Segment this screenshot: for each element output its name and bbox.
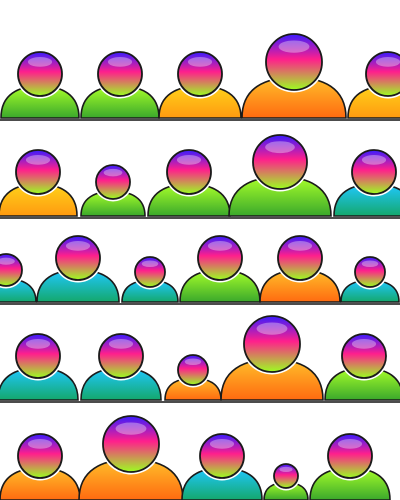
figure-row-4 xyxy=(0,313,400,401)
user-head xyxy=(277,235,323,281)
head-shine xyxy=(176,155,202,165)
user-icon xyxy=(259,233,341,303)
head-shine xyxy=(27,57,53,67)
head-shine xyxy=(265,141,295,154)
user-icon xyxy=(121,254,179,303)
head-shine xyxy=(107,57,133,67)
user-head xyxy=(0,253,23,287)
user-head xyxy=(351,149,397,195)
user-icon xyxy=(347,49,400,119)
user-icon xyxy=(179,233,261,303)
user-head xyxy=(166,149,212,195)
head-shine xyxy=(209,439,235,449)
head-shine xyxy=(184,358,202,366)
user-head xyxy=(55,235,101,281)
user-head xyxy=(17,433,63,479)
head-shine xyxy=(103,168,123,177)
head-shine xyxy=(0,257,15,265)
user-head xyxy=(273,463,299,489)
user-icon xyxy=(80,331,162,401)
head-shine xyxy=(115,422,147,435)
user-head xyxy=(327,433,373,479)
user-icon xyxy=(164,352,222,401)
user-head xyxy=(15,333,61,379)
head-shine xyxy=(287,241,313,251)
head-shine xyxy=(108,339,134,349)
user-figures xyxy=(0,31,400,500)
user-head xyxy=(134,256,166,288)
user-head xyxy=(17,51,63,97)
user-head xyxy=(97,51,143,97)
user-icon xyxy=(78,413,184,500)
head-shine xyxy=(27,439,53,449)
user-head xyxy=(243,315,301,373)
user-icon xyxy=(0,49,80,119)
user-head xyxy=(95,164,131,200)
user-icon xyxy=(158,49,242,119)
figure-row-1 xyxy=(0,31,400,119)
head-shine xyxy=(187,57,213,67)
user-icon xyxy=(324,331,400,401)
user-icon xyxy=(241,31,347,119)
user-head xyxy=(252,134,308,190)
head-shine xyxy=(278,40,310,53)
user-head xyxy=(265,33,323,91)
user-head xyxy=(354,256,386,288)
head-shine xyxy=(141,260,159,268)
user-icon xyxy=(181,431,263,500)
figure-row-2 xyxy=(0,132,400,217)
figure-row-3 xyxy=(0,233,400,303)
user-head xyxy=(102,415,160,473)
user-head xyxy=(197,235,243,281)
user-icon xyxy=(0,251,37,303)
head-shine xyxy=(375,57,400,67)
user-icon xyxy=(333,147,400,217)
head-shine xyxy=(361,260,379,268)
user-icon xyxy=(0,147,78,217)
figure-row-5 xyxy=(0,413,391,500)
user-icon xyxy=(36,233,120,303)
user-icon xyxy=(220,313,324,401)
user-head xyxy=(98,333,144,379)
user-head xyxy=(177,51,223,97)
user-icon xyxy=(80,49,160,119)
user-head xyxy=(365,51,400,97)
user-icon xyxy=(0,331,79,401)
user-icon xyxy=(147,147,231,217)
user-icon xyxy=(263,461,309,500)
user-icon xyxy=(309,431,391,500)
user-icon xyxy=(0,431,81,500)
head-shine xyxy=(361,155,387,165)
head-shine xyxy=(25,155,51,165)
head-shine xyxy=(256,322,288,335)
user-icon xyxy=(340,254,400,303)
user-head xyxy=(177,354,209,386)
user-icon xyxy=(228,132,332,217)
head-shine xyxy=(65,241,91,251)
user-head xyxy=(341,333,387,379)
head-shine xyxy=(207,241,233,251)
head-shine xyxy=(25,339,51,349)
user-head xyxy=(199,433,245,479)
user-head xyxy=(15,149,61,195)
head-shine xyxy=(279,466,293,473)
user-icon xyxy=(80,162,146,217)
head-shine xyxy=(337,439,363,449)
row-dividers xyxy=(0,119,400,403)
head-shine xyxy=(351,339,377,349)
